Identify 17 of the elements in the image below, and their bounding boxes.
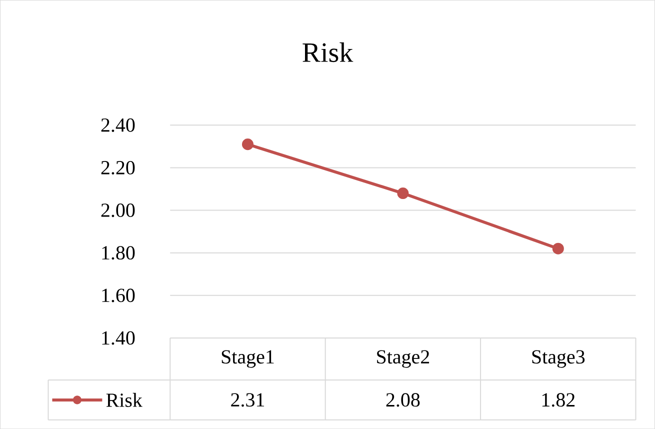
x-tick-label: Stage2	[377, 350, 430, 368]
point	[552, 242, 564, 254]
legend-label: Risk	[106, 392, 142, 407]
y-tick-label: 2.00	[101, 203, 135, 217]
y-tick-label: 1.60	[102, 288, 135, 302]
y-tick-label: 2.40	[101, 118, 135, 132]
y-tick-label: 1.80	[102, 246, 135, 260]
x-tick-label: Stage3	[532, 350, 585, 368]
data-label: 2.31	[231, 393, 264, 407]
point	[242, 138, 254, 150]
point	[397, 187, 409, 199]
data-label: 2.08	[386, 393, 420, 407]
y-tick-label: 2.20	[101, 160, 135, 174]
y-tick-label: 1.40	[102, 331, 135, 345]
chart-title: Risk	[302, 42, 354, 62]
data-label: 1.82	[542, 393, 575, 407]
x-tick-label: Stage1	[222, 350, 274, 368]
